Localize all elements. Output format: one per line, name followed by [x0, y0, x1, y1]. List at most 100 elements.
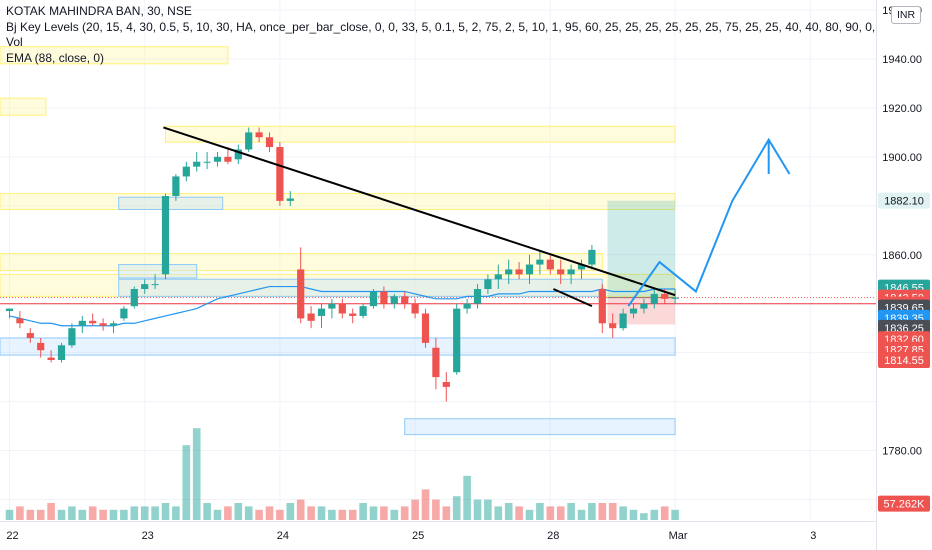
projection-path [627, 137, 791, 307]
price-label-text: 1814.55 [884, 355, 924, 367]
candle-body [536, 259, 544, 265]
price-label: 57.262K [878, 495, 930, 512]
candle-body [47, 357, 55, 360]
volume-bar [140, 506, 149, 520]
volume-bar [307, 506, 315, 520]
vol-line: Vol [6, 35, 23, 49]
candle [349, 308, 357, 324]
candle-body [286, 198, 294, 201]
candle-body [317, 308, 326, 316]
candle [536, 249, 544, 275]
candle [286, 191, 294, 206]
volume-bar [99, 509, 107, 520]
candle [161, 193, 170, 280]
candle-body [473, 289, 482, 304]
candle [671, 289, 679, 304]
candle [99, 318, 107, 331]
candle-body [328, 303, 336, 309]
price-label-text: 1882.10 [884, 196, 924, 208]
volume-bar [276, 509, 284, 520]
candle [224, 147, 232, 165]
key-zone-yellow [0, 97, 47, 116]
key-zone-yellow [0, 193, 676, 210]
volume-bar [286, 503, 295, 520]
candle [411, 298, 419, 319]
volume-bar [36, 509, 45, 520]
candle [182, 161, 190, 182]
volume-bar [432, 499, 440, 520]
volume-bar [608, 503, 617, 520]
candle-body [432, 347, 440, 378]
volume-bar [120, 509, 128, 520]
volume-bar [619, 506, 627, 520]
candle [505, 259, 513, 285]
candle [557, 259, 565, 285]
volume-bar [151, 506, 159, 520]
long-position-tool[interactable] [0, 200, 876, 325]
candle [546, 254, 554, 275]
volume-bar [494, 506, 503, 520]
candle-body [588, 249, 596, 265]
candle [525, 254, 534, 285]
time-tick-label: 22 [6, 530, 18, 542]
candle [640, 298, 648, 314]
candle [78, 315, 86, 334]
candle-body [245, 132, 253, 150]
chart-legend: KOTAK MAHINDRA BAN, 30, NSE Bj Key Level… [6, 4, 876, 66]
trendline [163, 126, 676, 297]
candle [141, 279, 149, 294]
volume-bar [172, 506, 180, 520]
volume-bar [130, 506, 139, 520]
candle [442, 372, 450, 402]
volume-bar [338, 509, 347, 520]
volume-bar [265, 506, 274, 520]
candle-body [619, 313, 627, 329]
candle [588, 244, 596, 270]
volume-bar [68, 506, 76, 520]
candle [598, 284, 606, 334]
candle [47, 350, 55, 363]
candle-body [224, 156, 232, 162]
candle-body [546, 259, 554, 270]
candle [5, 308, 14, 319]
candle-body [598, 289, 606, 324]
candle [453, 303, 461, 375]
candle-body [609, 323, 617, 329]
volume-bar [536, 503, 544, 520]
candle-body [629, 308, 638, 314]
volume-bar [255, 509, 263, 520]
volume-bar [380, 506, 388, 520]
candle-body [68, 328, 76, 346]
candle-body [26, 333, 34, 338]
trendline [553, 288, 593, 308]
volume-bar [598, 503, 607, 520]
candle-body [213, 156, 222, 162]
candle [463, 298, 471, 314]
volume-bar [213, 509, 222, 520]
currency-badge[interactable]: INR [891, 6, 921, 24]
candle-body [203, 161, 211, 163]
drawings[interactable] [163, 126, 791, 308]
volume-bar [16, 506, 24, 520]
candle-body [640, 303, 648, 309]
key-zone-yellow [165, 125, 676, 143]
candle [276, 142, 284, 206]
candle-body [193, 161, 201, 167]
volume-bar [234, 503, 243, 520]
time-axis-bg [0, 521, 876, 550]
candle-body [16, 318, 24, 324]
candle-body [141, 284, 149, 290]
candle [245, 127, 253, 152]
candle [151, 274, 159, 290]
candle-body [453, 308, 461, 373]
candle-body [276, 147, 284, 201]
volume-bar [390, 509, 399, 520]
price-axis[interactable]: 1760.001780.001860.001900.001920.001940.… [876, 0, 932, 550]
candle [16, 311, 24, 329]
candle-body [671, 297, 679, 299]
candle [629, 303, 638, 319]
time-axis[interactable]: 22 23 24 25 28 Mar 3 [0, 521, 876, 550]
candle-body [567, 269, 575, 275]
volume-bar [660, 506, 669, 520]
